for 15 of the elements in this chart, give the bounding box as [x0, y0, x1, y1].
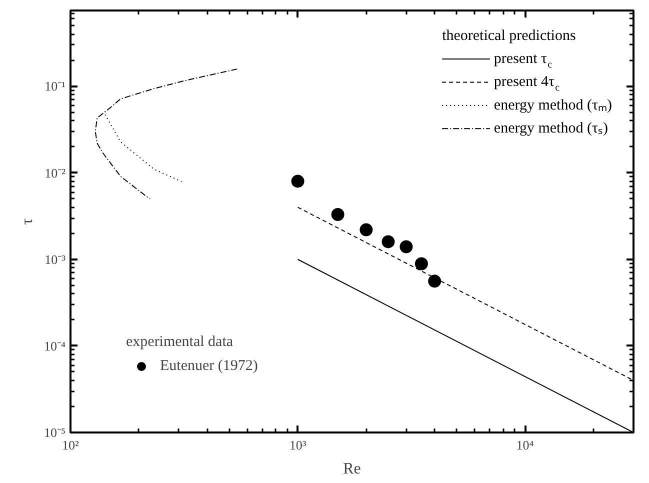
y-axis-title: τ	[18, 218, 36, 225]
y-tick-label: 10⁻¹	[44, 78, 66, 94]
x-tick-label: 10²	[62, 438, 80, 452]
legend-label: energy method (τₘ)	[494, 97, 612, 114]
x-tick-label: 10³	[289, 438, 306, 452]
y-tick-label: 10⁻³	[44, 252, 66, 267]
annotation: experimental data	[126, 334, 234, 351]
legend-label: energy method (τₛ)	[494, 120, 608, 137]
legend-title: theoretical predictions	[442, 28, 576, 44]
y-tick-label: 10⁻⁵	[44, 425, 66, 440]
x-tick-label: 10⁴	[516, 438, 534, 452]
x-axis-title: Re	[343, 460, 361, 478]
y-tick-label: 10⁻²	[44, 165, 66, 180]
legend-label: Eutenuer (1972)	[160, 358, 258, 374]
y-tick-label: 10⁻⁴	[44, 338, 66, 354]
